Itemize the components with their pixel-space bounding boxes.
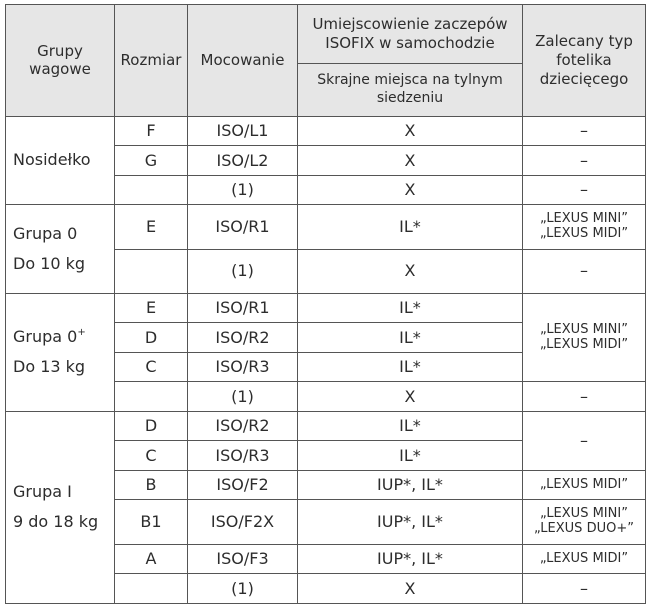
size-cell: G — [114, 145, 188, 176]
recommended-cell: „LEXUS MIDI” — [522, 469, 646, 501]
size-cell — [114, 248, 188, 294]
location-cell: IUP*, IL* — [297, 499, 523, 545]
location-cell: IL* — [297, 410, 523, 442]
group-1-weight: 9 do 18 kg — [13, 512, 99, 532]
size-cell — [114, 381, 188, 412]
table-row: (1) X – — [6, 381, 646, 412]
size-cell: C — [114, 351, 188, 383]
recommended-cell: „LEXUS MINI” „LEXUS MIDI” — [522, 204, 646, 250]
isofix-table: Grupy wagowe Rozmiar Mocowanie Umiejscow… — [5, 3, 646, 605]
size-cell: B1 — [114, 499, 188, 545]
location-cell: X — [297, 145, 523, 176]
table-row: Grupa 0 Do 10 kg E ISO/R1 IL* „LEXUS MIN… — [5, 204, 646, 294]
size-cell: D — [114, 410, 188, 442]
mount-cell: ISO/R1 — [187, 292, 298, 324]
recommended-cell: – — [522, 381, 646, 412]
size-cell: A — [114, 543, 188, 575]
size-cell: D — [114, 322, 188, 353]
recommended-cell: – — [522, 145, 646, 176]
size-cell — [114, 573, 188, 604]
mount-cell: (1) — [187, 174, 298, 206]
plus-superscript: + — [77, 326, 86, 338]
table-row: A ISO/F3 IUP*, IL* „LEXUS MIDI” — [6, 543, 646, 575]
location-cell: X — [297, 174, 523, 206]
recommended-cell: „LEXUS MINI” „LEXUS DUO+” — [522, 499, 646, 545]
group-0-weight: Do 10 kg — [13, 254, 86, 274]
mount-cell: ISO/R2 — [187, 410, 298, 442]
location-cell: X — [297, 381, 523, 412]
mount-cell: (1) — [187, 573, 298, 604]
mount-cell: ISO/R3 — [187, 351, 298, 383]
header-row: Grupy wagowe Rozmiar Mocowanie Umiejscow… — [5, 3, 646, 117]
group-0-plus-weight: Do 13 kg — [13, 357, 86, 377]
header-mount: Mocowanie — [187, 4, 298, 117]
header-size: Rozmiar — [114, 4, 188, 117]
mount-cell: ISO/F3 — [187, 543, 298, 575]
group-1-name: Grupa I — [13, 482, 72, 502]
mount-cell: (1) — [187, 248, 298, 294]
recommended-cell: „LEXUS MINI” „LEXUS MIDI” — [522, 292, 646, 383]
header-location-sub: Skrajne miejsca na tylnym siedzeniu — [297, 63, 523, 117]
recommended-cell: „LEXUS MIDI” — [522, 543, 646, 575]
location-cell: IL* — [297, 292, 523, 324]
group-1: Grupa I 9 do 18 kg — [5, 410, 115, 605]
mount-cell: ISO/F2X — [187, 499, 298, 545]
table-row: Grupa I 9 do 18 kg D ISO/R2 IL* – — [5, 410, 646, 605]
location-cell: IL* — [297, 351, 523, 383]
recommended-line: „LEXUS MINI” — [540, 506, 628, 522]
recommended-line: „LEXUS MINI” — [540, 211, 628, 227]
mount-cell: ISO/F2 — [187, 469, 298, 501]
recommended-line: „LEXUS MIDI” — [539, 225, 629, 241]
recommended-line: „LEXUS DUO+” — [534, 521, 634, 537]
table-row: (1) X – — [6, 573, 646, 604]
mount-cell: ISO/L2 — [187, 145, 298, 176]
location-cell: IUP*, IL* — [297, 543, 523, 575]
group-0-plus: Grupa 0+ Do 13 kg — [5, 292, 115, 412]
recommended-line: „LEXUS MINI” — [540, 321, 628, 337]
size-cell: B — [114, 469, 188, 501]
mount-cell: ISO/L1 — [187, 115, 298, 147]
recommended-cell: – — [522, 410, 646, 471]
table-row: B1 ISO/F2X IUP*, IL* „LEXUS MINI” „LEXUS… — [6, 499, 646, 545]
location-cell: X — [297, 573, 523, 604]
table-row: G ISO/L2 X – — [6, 145, 646, 176]
mount-cell: (1) — [187, 381, 298, 412]
size-cell: E — [114, 204, 188, 250]
location-cell: IL* — [297, 322, 523, 353]
location-cell: IL* — [297, 204, 523, 250]
recommended-cell: – — [522, 248, 646, 294]
size-cell: E — [114, 292, 188, 324]
group-0-plus-name: Grupa 0+ — [13, 326, 86, 347]
group-0-name: Grupa 0 — [13, 223, 78, 243]
group-nosidelko: Nosidełko — [5, 115, 115, 206]
table-row: Grupa 0+ Do 13 kg E ISO/R1 IL* „LEXUS MI… — [5, 292, 646, 412]
recommended-cell: – — [522, 573, 646, 604]
table-row: (1) X – — [6, 248, 646, 294]
table-row: (1) X – — [6, 174, 646, 206]
mount-cell: ISO/R2 — [187, 322, 298, 353]
header-location: Umiejscowienie zaczepów ISOFIX w samocho… — [297, 3, 523, 65]
header-recommended: Zalecany typ fotelika dziecięcego — [522, 4, 646, 117]
mount-cell: ISO/R3 — [187, 440, 298, 471]
location-cell: IL* — [297, 440, 523, 471]
recommended-cell: – — [522, 174, 646, 206]
header-subrow: Skrajne miejsca na tylnym siedzeniu — [6, 63, 646, 117]
size-cell: F — [114, 115, 188, 147]
location-cell: X — [297, 115, 523, 147]
header-groups: Grupy wagowe — [5, 4, 115, 117]
mount-cell: ISO/R1 — [187, 204, 298, 250]
size-cell — [114, 174, 188, 206]
location-cell: X — [297, 248, 523, 294]
location-cell: IUP*, IL* — [297, 469, 523, 501]
group-0: Grupa 0 Do 10 kg — [5, 204, 115, 294]
recommended-cell: – — [522, 115, 646, 147]
table-row: Nosidełko F ISO/L1 X – — [5, 115, 646, 206]
table-row: C ISO/R3 IL* — [6, 440, 646, 471]
recommended-line: „LEXUS MIDI” — [539, 336, 629, 352]
size-cell: C — [114, 440, 188, 471]
